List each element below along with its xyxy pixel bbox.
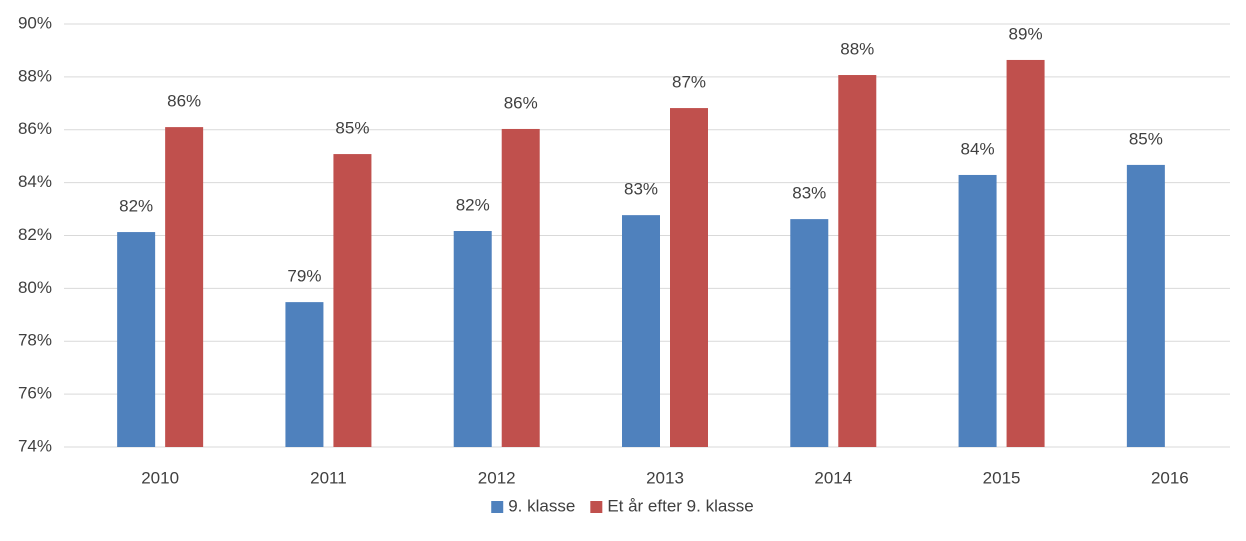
data-label: 86% [504, 93, 538, 112]
bar [453, 231, 492, 447]
data-label: 83% [792, 184, 826, 203]
data-label: 83% [624, 180, 658, 199]
bar [1126, 164, 1165, 448]
data-label: 85% [1129, 129, 1163, 148]
bar [1006, 59, 1045, 448]
bar [622, 215, 660, 447]
bar [670, 108, 708, 447]
y-tick-label: 76% [18, 384, 52, 403]
y-tick-label: 78% [18, 331, 52, 350]
bar [501, 128, 540, 447]
legend-swatch [590, 501, 603, 513]
y-tick-label: 86% [18, 119, 52, 138]
x-tick-label: 2011 [310, 468, 347, 487]
data-label: 84% [961, 139, 995, 158]
data-label: 82% [119, 197, 153, 216]
data-label: 89% [1009, 24, 1043, 43]
data-label: 87% [672, 73, 706, 92]
x-tick-label: 2016 [1151, 468, 1189, 487]
legend-label: Et år efter 9. klasse [607, 496, 753, 515]
bar [165, 127, 204, 447]
x-tick-label: 2012 [478, 468, 516, 487]
data-label: 85% [335, 119, 369, 138]
data-label: 79% [287, 267, 321, 286]
x-tick-label: 2014 [814, 468, 852, 487]
bar [838, 75, 877, 447]
x-tick-label: 2015 [983, 468, 1021, 487]
y-tick-label: 82% [18, 225, 52, 244]
y-tick-label: 88% [18, 66, 52, 85]
bar [790, 219, 829, 447]
data-label: 86% [167, 92, 201, 111]
bar [285, 302, 324, 447]
y-tick-label: 74% [18, 436, 52, 455]
x-tick-label: 2010 [141, 468, 179, 487]
y-tick-label: 80% [18, 278, 52, 297]
bar [958, 174, 997, 447]
x-tick-label: 2013 [646, 468, 684, 487]
legend-label: 9. klasse [508, 496, 575, 515]
data-label: 82% [456, 195, 490, 214]
data-label: 88% [840, 40, 874, 59]
bar [117, 232, 156, 447]
bar [333, 154, 372, 447]
y-tick-label: 90% [18, 13, 52, 32]
legend-swatch [491, 501, 504, 513]
y-tick-label: 84% [18, 172, 52, 191]
